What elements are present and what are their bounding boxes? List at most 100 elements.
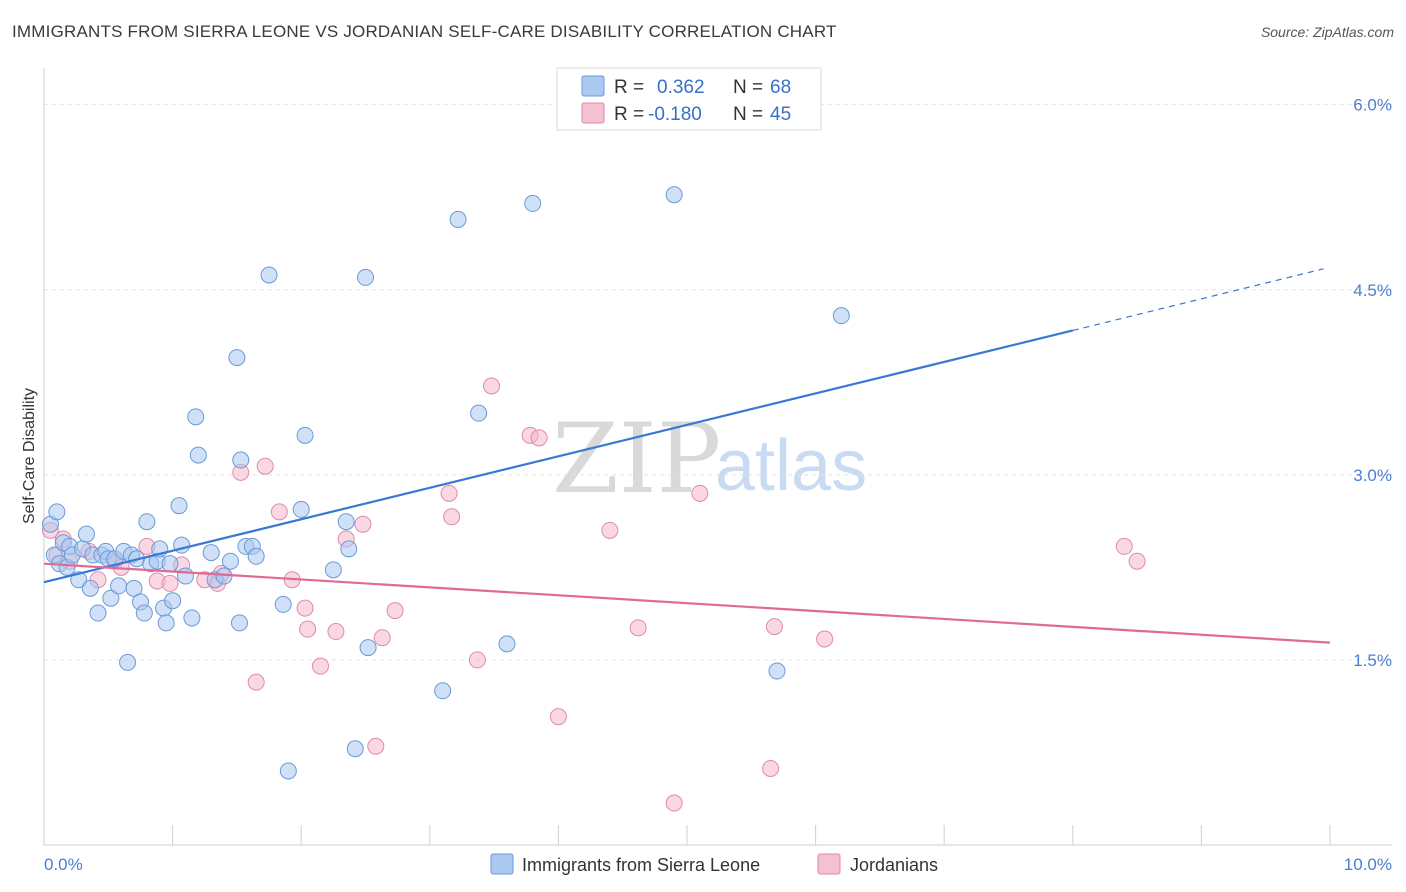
series-legend-label-sierra-leone: Immigrants from Sierra Leone [522,855,760,875]
sierra-leone-point [340,540,358,558]
legend-n-label-1: N = [733,77,763,98]
legend-n-value-2: 45 [770,104,791,125]
sierra-leone-point [138,513,156,531]
legend-n-value-1: 68 [770,77,791,98]
jordanian-point [765,618,783,636]
sierra-leone-point [202,544,220,562]
sierra-leone-point [183,609,201,627]
series-legend-swatch-jordanians [817,853,841,875]
sierra-leone-point [357,268,374,286]
chart-title: IMMIGRANTS FROM SIERRA LEONE VS JORDANIA… [12,22,837,41]
y-tick-label: 1.5% [1353,651,1392,670]
jordanian-point [665,794,683,812]
jordanian-point [601,521,619,539]
jordanian-point [247,673,265,691]
jordanian-point [367,737,385,755]
sierra-leone-point [102,589,120,607]
jordanian-point [299,620,317,638]
sierra-leone-point [470,404,488,422]
sierra-leone-point [260,266,278,284]
sierra-leone-point [498,635,516,653]
sierra-leone-point [449,210,467,228]
sierra-leone-point [832,307,850,325]
jordanian-point [468,651,486,669]
jordanian-point [1128,552,1146,570]
sierra-leone-point [176,567,194,585]
sierra-leone-point [337,513,355,531]
legend-r-value-1: 0.362 [657,77,705,98]
jordanian-point [440,484,458,502]
sierra-leone-point [189,446,207,464]
jordanian-point [762,760,780,777]
jordanian-point [373,629,391,647]
sierra-leone-point [247,547,265,565]
correlation-legend: R = 0.362 N = 68 R = -0.180 N = 45 [556,67,822,131]
trend-lines [43,268,1331,644]
legend-r-value-2: -0.180 [648,104,702,125]
sierra-leone-point [187,408,205,426]
sierra-leone-point [768,662,786,680]
sierra-leone-point [274,595,292,613]
sierra-leone-point [665,186,683,204]
jordanian-point [549,708,567,726]
sierra-leone-point [125,579,143,597]
series-legend: Immigrants from Sierra Leone Jordanians [490,853,938,875]
sierra-leone-point [164,592,182,610]
legend-n-label-2: N = [733,104,763,125]
scatter-points [41,186,1146,812]
y-tick-label: 3.0% [1353,466,1392,485]
jordanian-point [327,623,345,641]
jordanian-point [256,457,274,475]
x-tick-label-max: 10.0% [1344,855,1392,874]
legend-swatch-blue [581,75,605,97]
sierra-leone-point [119,653,137,671]
sierra-leone-point [279,762,297,780]
sierra-leone-point [77,525,95,543]
jordanian-trend-line [43,562,1331,644]
x-tick-marks [172,825,1331,845]
jordanian-point [270,503,288,521]
jordanian-point [311,657,329,675]
sierra-leone-point [110,577,128,595]
legend-swatch-pink [581,102,605,124]
axes [43,68,1392,846]
sierra-leone-point [230,614,248,632]
sierra-leone-trend-line [43,329,1074,584]
jordanian-point [483,377,501,395]
jordanian-point [629,619,647,637]
jordanian-point [530,429,548,447]
sierra-leone-point [359,639,377,657]
jordanian-point [386,602,404,620]
y-tick-label: 6.0% [1353,96,1392,115]
jordanian-point [296,599,314,617]
sierra-leone-point [346,740,364,758]
sierra-leone-point [232,451,250,469]
y-axis-title: Self-Care Disability [21,388,38,524]
y-tick-label: 4.5% [1353,281,1392,300]
sierra-leone-point [292,500,310,518]
sierra-leone-point [170,497,188,515]
x-tick-label-min: 0.0% [44,855,83,874]
sierra-leone-point [161,555,179,573]
jordanian-point [354,515,372,533]
sierra-leone-point [324,561,342,579]
sierra-leone-point [524,194,542,212]
source-label: Source: ZipAtlas.com [1260,24,1394,40]
watermark-atlas: atlas [715,426,867,506]
y-tick-labels: 1.5% 3.0% 4.5% 6.0% [1353,96,1392,670]
sierra-leone-point [221,552,239,570]
jordanian-point [816,630,834,648]
legend-r-label-1: R = [614,77,644,98]
legend-r-label-2: R = [614,104,644,125]
jordanian-point [1115,537,1133,555]
sierra-leone-point [135,604,153,622]
series-legend-label-jordanians: Jordanians [850,855,938,875]
series-legend-swatch-sierra-leone [490,853,514,875]
sierra-leone-point [81,579,99,597]
sierra-leone-point [157,614,175,632]
jordanian-point [691,484,709,502]
jordanian-point [161,574,179,592]
sierra-leone-trend-extension [1072,268,1324,332]
sierra-leone-point [48,503,66,521]
